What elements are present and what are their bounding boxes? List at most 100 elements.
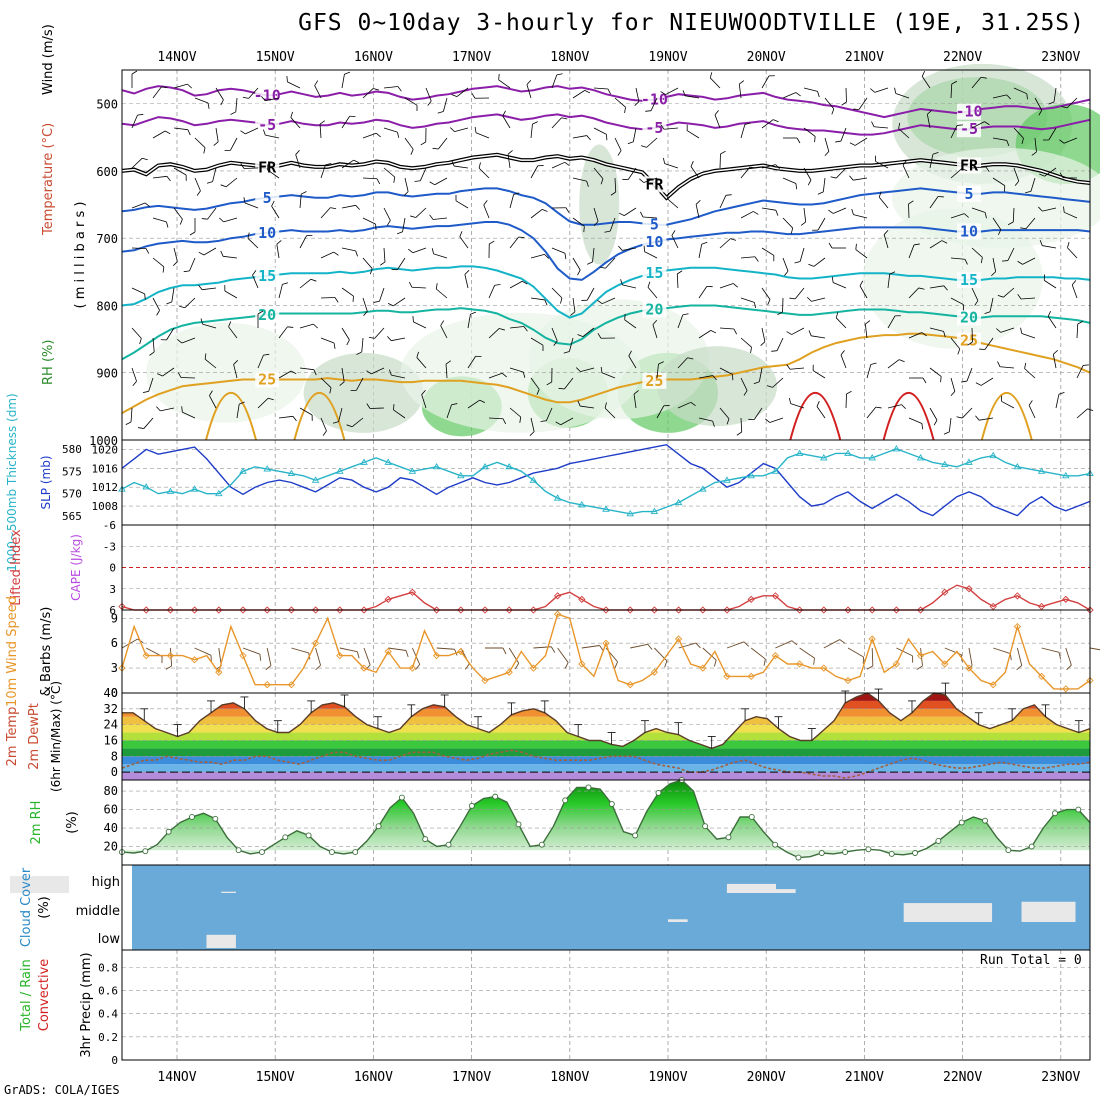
wind-barb <box>299 234 313 249</box>
wind-barb-feather <box>352 296 354 302</box>
wind-barb-feather <box>627 141 634 145</box>
wind-barb-feather <box>558 387 565 390</box>
thickness-line-marker <box>1062 471 1070 479</box>
wind-speed-line-marker <box>142 652 150 660</box>
thickness-line-marker <box>989 451 997 459</box>
wind-barb <box>467 355 482 369</box>
wind-barb-staff <box>184 297 196 309</box>
wind-barb <box>971 166 990 173</box>
wind-barb-staff <box>236 404 240 419</box>
wind-barb-staff <box>628 355 637 369</box>
wind-barb-feather <box>330 207 337 210</box>
contour-label: 25 <box>645 372 663 390</box>
thickness-line-marker <box>432 462 441 470</box>
wind-barb <box>425 87 432 106</box>
wind-barb-staff <box>602 297 616 305</box>
wind-barb <box>455 194 469 209</box>
wind-barb-staff <box>758 367 763 382</box>
wind-barb-staff <box>971 121 985 129</box>
wind-barb-feather <box>1077 320 1084 325</box>
temperature-contour <box>121 221 1091 281</box>
wind-barb-staff <box>160 407 175 412</box>
wind-barb-feather <box>786 331 792 335</box>
wind-barb-feather <box>979 348 985 350</box>
wind-barb-feather <box>690 161 694 167</box>
x-tick-bottom: 18NOV <box>550 1070 589 1085</box>
contour-label: FR <box>960 157 979 175</box>
wind-barb-feather <box>1063 206 1065 213</box>
rh-line-marker <box>982 817 988 824</box>
surface-wind-barb-feather <box>161 656 163 664</box>
wind-barb-staff <box>580 367 595 373</box>
wind-barb-staff <box>467 356 476 369</box>
wind-barb-staff <box>840 354 847 369</box>
wind-barb-staff <box>276 244 280 259</box>
wind-barb-feather <box>540 420 547 422</box>
wind-barb <box>1076 364 1089 379</box>
wind-barb <box>753 367 763 385</box>
wind-barb <box>373 287 385 303</box>
wind-barb-staff <box>483 204 490 219</box>
wind-barb <box>640 211 658 219</box>
wind-speed-line-marker <box>166 652 175 660</box>
contour-label-bg <box>957 103 981 120</box>
wind-barb-staff <box>215 87 224 101</box>
surface-wind-barb <box>388 647 409 658</box>
wind-barb-staff <box>341 367 345 382</box>
wind-barb <box>908 200 914 219</box>
wind-barb <box>740 377 748 396</box>
thickness-line-marker <box>360 458 368 465</box>
wind-barb-feather <box>189 231 196 236</box>
surface-wind-barb <box>1089 647 1100 652</box>
wind-barb-feather <box>161 86 168 88</box>
contour-label: FR <box>645 175 664 193</box>
wind-barb-staff <box>341 287 354 297</box>
thickness-line-marker <box>771 467 780 474</box>
wind-barb-feather <box>599 266 606 269</box>
wind-barb-staff <box>769 417 784 423</box>
wind-barb-feather <box>339 381 345 386</box>
wind-barb-staff <box>475 132 490 139</box>
wind-barb-feather <box>584 90 591 94</box>
wind-barb <box>362 257 373 275</box>
wind-barb <box>719 283 738 289</box>
wind-barb <box>887 271 896 289</box>
wind-barb-staff <box>817 217 826 231</box>
wind-barb-staff <box>816 406 826 419</box>
wind-barb <box>219 217 238 223</box>
wind-barb-staff <box>887 404 902 409</box>
wind-barb-feather <box>200 318 203 325</box>
surface-wind-barb <box>1065 647 1072 671</box>
wind-barb-staff <box>605 257 616 269</box>
lifted-index-line-marker <box>360 606 368 614</box>
wind-barb <box>320 377 332 394</box>
temperature-contour <box>121 113 1091 136</box>
wind-barb-feather <box>1017 293 1022 300</box>
wind-barb-feather <box>513 192 520 195</box>
contour-label-bg <box>642 176 667 193</box>
surface-wind-barb-staff <box>291 647 309 654</box>
wind-barb-feather <box>709 72 713 79</box>
thickness-line-marker <box>965 458 973 465</box>
wind-barb <box>278 415 297 422</box>
wind-barb <box>984 297 994 314</box>
wind-barb-feather <box>529 431 535 436</box>
ylabel-thickness: 1000~500mb Thickness (dm) <box>5 393 19 571</box>
wind-barb-staff <box>551 74 558 89</box>
wind-barb <box>1071 280 1078 299</box>
wind-barb-staff <box>685 95 700 99</box>
wind-barb-feather <box>997 229 1002 236</box>
wind-barb-feather <box>606 134 608 141</box>
wind-barb-staff <box>411 286 427 289</box>
wind-barb <box>841 87 847 106</box>
wind-barb <box>131 247 150 254</box>
contour-label-bg <box>255 267 280 284</box>
wind-barb-feather <box>145 248 150 254</box>
wind-barb-feather <box>570 311 576 316</box>
cloud-block <box>726 883 777 893</box>
wind-barb-staff <box>362 177 378 180</box>
wind-barb <box>786 327 805 335</box>
wind-barb-feather <box>376 178 381 185</box>
wind-barb-feather <box>660 91 666 95</box>
wind-barb-feather <box>332 421 339 424</box>
